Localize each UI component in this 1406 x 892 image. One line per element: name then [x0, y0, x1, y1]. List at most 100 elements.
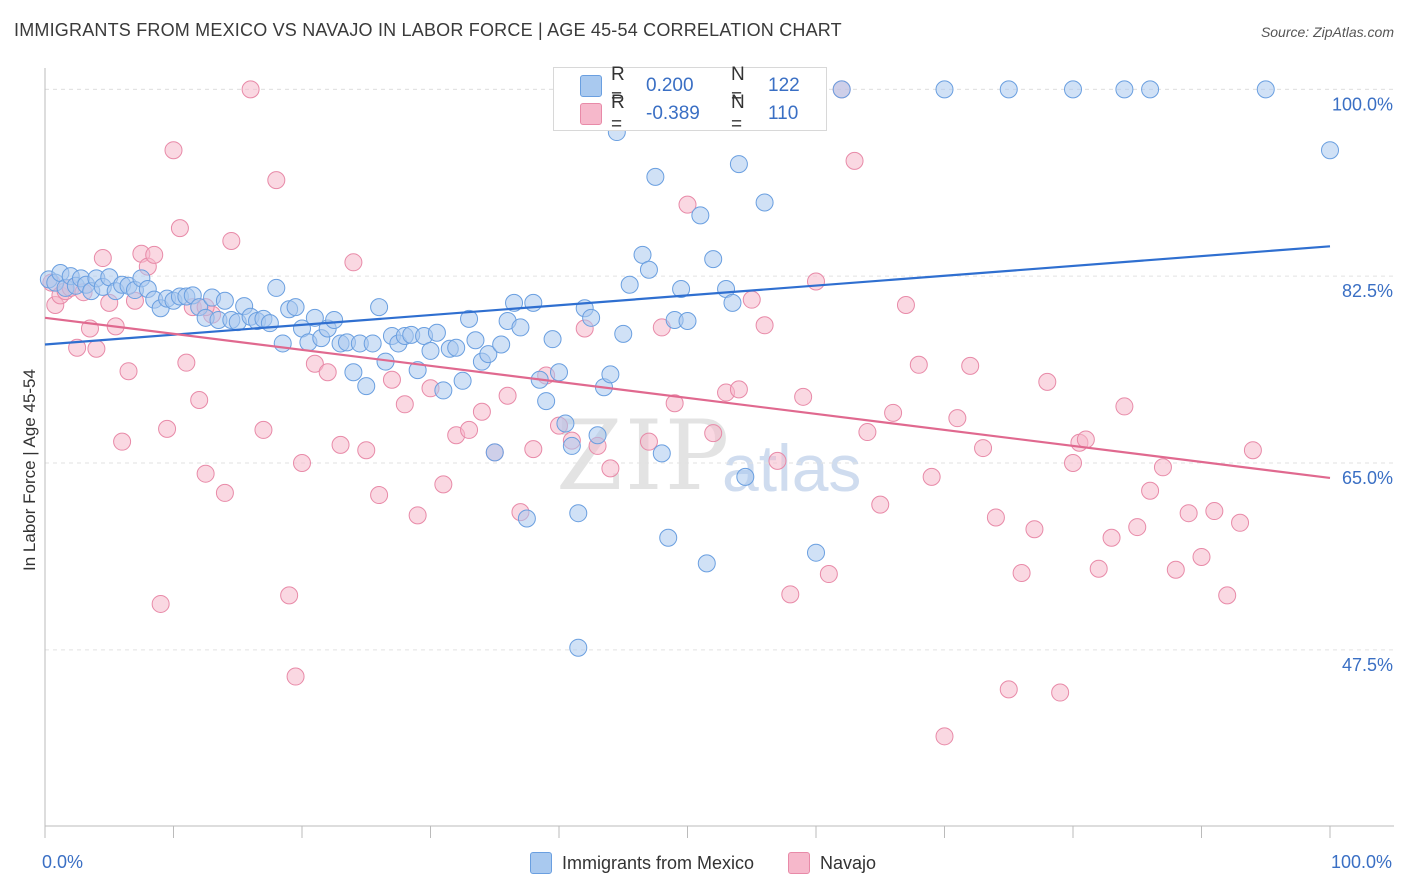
navajo-point: [158, 419, 177, 438]
stats-r-label: R =: [611, 92, 625, 135]
mexico-point: [357, 377, 376, 396]
navajo-point: [1089, 559, 1108, 578]
navajo-trend-line: [44, 316, 1331, 480]
mexico-point: [460, 309, 479, 328]
navajo-point: [639, 432, 658, 451]
navajo-point: [382, 370, 401, 389]
navajo-point: [768, 451, 787, 470]
mexico-point: [260, 314, 279, 333]
navajo-point: [948, 409, 967, 428]
mexico-point: [453, 371, 472, 390]
mexico-point: [562, 436, 581, 455]
y-axis-label: In Labor Force | Age 45-54: [20, 369, 39, 571]
navajo-point: [781, 585, 800, 604]
y-tick-label: 82.5%: [1342, 281, 1393, 301]
mexico-point: [672, 279, 691, 298]
trend-lines: [44, 245, 1331, 480]
mexico-point: [479, 345, 498, 364]
navajo-point: [974, 439, 993, 458]
navajo-point: [1243, 441, 1262, 460]
navajo-point: [472, 402, 491, 421]
mexico-trend-line: [44, 245, 1331, 346]
navajo-point: [305, 354, 324, 373]
mexico-point: [325, 310, 344, 329]
mexico-point: [620, 275, 639, 294]
mexico-point: [691, 206, 710, 225]
mexico-point: [729, 155, 748, 174]
navajo-point: [794, 387, 813, 406]
mexico-point: [537, 392, 556, 411]
chart-title: IMMIGRANTS FROM MEXICO VS NAVAJO IN LABO…: [14, 20, 842, 40]
navajo-point: [280, 586, 299, 605]
mexico-point: [639, 260, 658, 279]
data-points: [39, 80, 1339, 746]
navajo-point: [318, 363, 337, 382]
navajo-point: [1102, 528, 1121, 547]
mexico-point: [652, 444, 671, 463]
stats-r-value: 0.200: [646, 75, 694, 96]
navajo-point: [1218, 586, 1237, 605]
navajo-point: [1128, 518, 1147, 537]
stats-r-value: -0.389: [646, 103, 700, 124]
navajo-point: [215, 483, 234, 502]
navajo-point: [241, 80, 260, 99]
navajo-point: [408, 506, 427, 525]
mexico-point: [736, 467, 755, 486]
navajo-point: [935, 727, 954, 746]
mexico-point: [755, 193, 774, 212]
mexico-point: [524, 293, 543, 312]
navajo-point: [498, 386, 517, 405]
legend-label-mexico: Immigrants from Mexico: [561, 852, 754, 873]
mexico-point: [1256, 80, 1275, 99]
stats-n-value: 122: [768, 75, 800, 96]
watermark-zip: ZIP: [556, 400, 732, 512]
navajo-point: [254, 420, 273, 439]
mexico-point: [935, 80, 954, 99]
navajo-point: [170, 219, 189, 238]
navajo-point: [665, 394, 684, 413]
y-tick-label: 100.0%: [1332, 94, 1393, 114]
mexico-point: [659, 528, 678, 547]
navajo-point: [1051, 683, 1070, 702]
navajo-point: [1064, 454, 1082, 473]
navajo-point: [524, 440, 543, 459]
navajo-point: [1231, 513, 1250, 532]
stats-n-label: N =: [731, 64, 745, 107]
navajo-point: [164, 141, 183, 160]
navajo-point: [871, 495, 890, 514]
navajo-point: [819, 565, 838, 584]
mexico-point: [999, 80, 1018, 99]
mexico-point: [550, 363, 568, 382]
navajo-point: [151, 594, 170, 613]
legend-item-mexico[interactable]: Immigrants from Mexico: [529, 852, 754, 874]
navajo-point: [845, 151, 864, 170]
navajo-point: [119, 362, 138, 381]
navajo-point: [922, 467, 941, 486]
y-tick-label: 65.0%: [1342, 468, 1393, 488]
mexico-point: [704, 250, 723, 269]
y-tick-label: 47.5%: [1342, 655, 1393, 675]
navajo-point: [222, 231, 241, 250]
legend-swatch-navajo: [788, 852, 810, 874]
navajo-point: [93, 249, 112, 268]
mexico-point: [723, 293, 742, 312]
mexico-point: [1064, 80, 1082, 99]
navajo-point: [742, 290, 761, 309]
mexico-point: [434, 381, 453, 400]
mexico-point: [517, 509, 536, 528]
legend-item-navajo[interactable]: Navajo: [788, 852, 876, 874]
navajo-point: [177, 353, 196, 372]
navajo-point: [1192, 547, 1211, 566]
mexico-point: [505, 293, 524, 312]
x-axis-max-label: 100.0%: [1330, 852, 1392, 872]
navajo-point: [190, 391, 209, 410]
navajo-point: [986, 508, 1005, 527]
navajo-point: [1205, 502, 1224, 521]
stats-n-label: N =: [731, 92, 745, 135]
legend-label-navajo: Navajo: [820, 852, 877, 873]
navajo-point: [678, 195, 697, 214]
navajo-point: [909, 355, 928, 374]
navajo-point: [1166, 560, 1185, 579]
navajo-point: [344, 253, 363, 272]
